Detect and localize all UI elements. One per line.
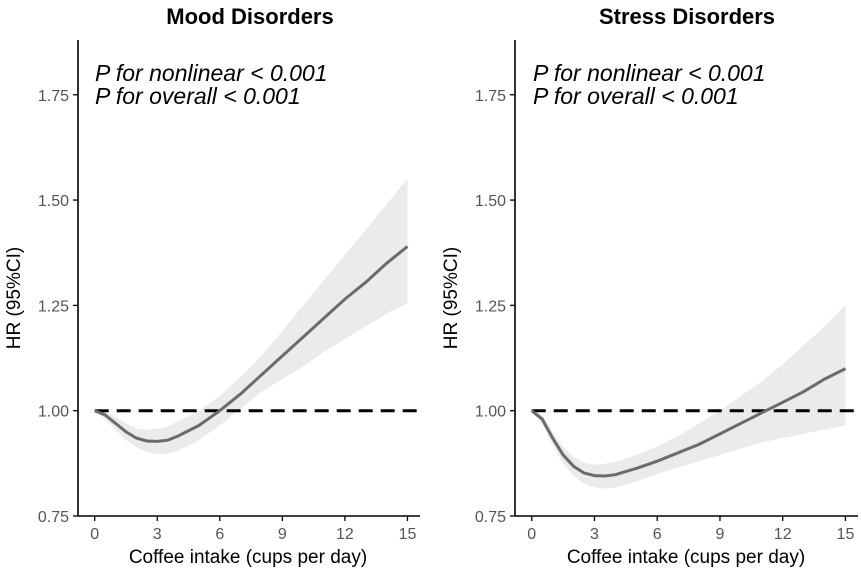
x-tick-label: 12 — [336, 526, 354, 543]
p-nonlinear-annotation: P for nonlinear < 0.001 — [95, 60, 328, 86]
x-tick-label: 9 — [278, 526, 287, 543]
y-axis-label: HR (95%CI) — [441, 247, 462, 349]
confidence-band — [531, 305, 846, 489]
mood-disorders-panel: Mood Disorders HR (95%CI) Coffee intake … — [4, 4, 420, 568]
y-tick-label: 1.75 — [475, 88, 506, 105]
y-tick-label: 1.50 — [475, 193, 506, 210]
y-tick-label: 1.25 — [38, 298, 69, 315]
panel-title: Stress Disorders — [599, 4, 775, 29]
x-tick-label: 9 — [716, 526, 725, 543]
y-tick-label: 1.50 — [38, 193, 69, 210]
y-axis-label: HR (95%CI) — [4, 247, 25, 349]
y-tick-label: 1.75 — [38, 88, 69, 105]
plot-layer: 0.75 1.00 1.25 1.50 1.75 0 3 6 9 12 15 — [38, 40, 420, 543]
confidence-band — [94, 179, 408, 455]
plot-layer: 0.75 1.00 1.25 1.50 1.75 0 3 6 9 12 15 — [475, 40, 858, 543]
y-tick-label: 0.75 — [475, 509, 506, 526]
p-overall-annotation: P for overall < 0.001 — [533, 83, 739, 109]
x-tick-label: 6 — [653, 526, 662, 543]
x-tick-label: 3 — [590, 526, 599, 543]
x-tick-label: 6 — [215, 526, 224, 543]
x-tick-label: 0 — [527, 526, 536, 543]
x-tick-label: 12 — [774, 526, 792, 543]
y-tick-label: 1.25 — [475, 298, 506, 315]
y-tick-label: 1.00 — [38, 404, 69, 421]
x-tick-label: 3 — [153, 526, 162, 543]
panel-title: Mood Disorders — [166, 4, 333, 29]
x-tick-label: 0 — [90, 526, 99, 543]
p-overall-annotation: P for overall < 0.001 — [95, 83, 301, 109]
x-axis-label: Coffee intake (cups per day) — [129, 547, 367, 568]
hr-curve — [530, 367, 847, 478]
x-tick-label: 15 — [837, 526, 855, 543]
y-tick-label: 0.75 — [38, 509, 69, 526]
p-nonlinear-annotation: P for nonlinear < 0.001 — [533, 60, 766, 86]
y-tick-label: 1.00 — [475, 404, 506, 421]
x-tick-label: 15 — [399, 526, 417, 543]
hr-curve — [94, 245, 409, 443]
stress-disorders-panel: Stress Disorders HR (95%CI) Coffee intak… — [441, 4, 858, 568]
x-axis-label: Coffee intake (cups per day) — [567, 547, 805, 568]
